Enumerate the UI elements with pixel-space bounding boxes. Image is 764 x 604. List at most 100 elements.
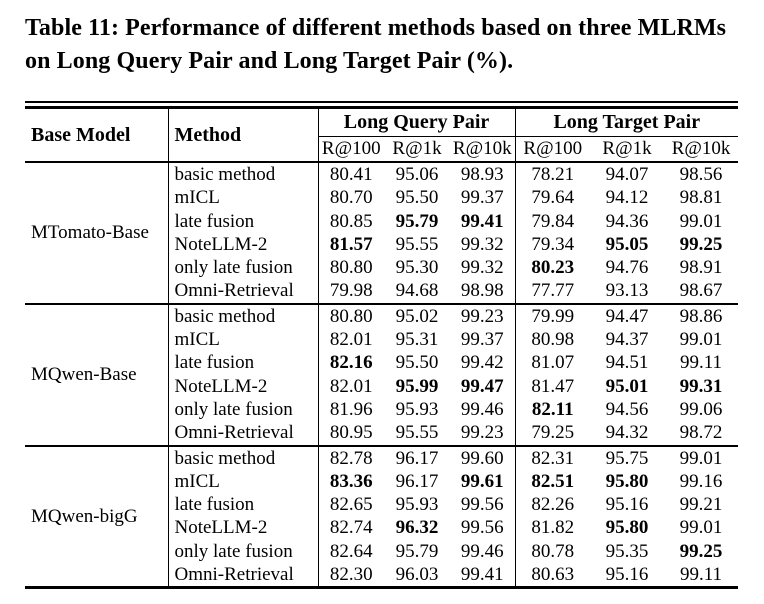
- value-cell: 79.64: [514, 186, 591, 210]
- value-cell: 99.46: [460, 398, 504, 420]
- value-cell: 95.06: [395, 164, 439, 185]
- table-row: MQwen-Base basic method 80.80 95.02 99.23 79.…: [25, 303, 738, 385]
- value-cell: 96.17: [395, 470, 439, 492]
- method-cell: late fusion: [167, 209, 318, 233]
- value-cell: 99.46: [460, 540, 504, 562]
- value-cell: 95.02: [395, 305, 439, 327]
- table-row: mICL 83.36 96.17 99.61 82.51 95.80 99.16: [25, 469, 738, 494]
- value-cell: 82.74: [317, 516, 384, 540]
- value-cell: 98.93: [460, 164, 504, 185]
- value-cell: 99.23: [460, 305, 504, 327]
- value-cell: 80.95: [317, 421, 384, 446]
- value-cell: 94.37: [605, 329, 649, 351]
- value-cell: 99.01: [679, 210, 723, 232]
- value-cell: 95.30: [395, 257, 439, 279]
- header-metric-r1k: R@1k: [590, 136, 665, 163]
- value-cell: 98.86: [679, 305, 723, 327]
- value-cell: 95.01: [605, 375, 649, 397]
- value-cell: 82.31: [514, 445, 591, 470]
- value-cell: 82.78: [317, 445, 384, 470]
- value-cell: 79.34: [514, 232, 591, 257]
- method-cell: late fusion: [167, 493, 318, 517]
- method-cell: basic method: [167, 303, 318, 329]
- value-cell: 94.47: [605, 305, 649, 327]
- table-row: only late fusion 81.96 95.93 99.46 82.11 94.5…: [25, 397, 738, 422]
- method-cell: mICL: [167, 469, 318, 494]
- value-cell: 79.99: [514, 303, 591, 329]
- value-cell: 95.35: [605, 540, 649, 562]
- value-cell: 95.79: [395, 210, 439, 232]
- value-cell: 82.30: [317, 563, 384, 588]
- value-cell: 99.31: [679, 375, 723, 397]
- value-cell: 79.84: [514, 209, 591, 233]
- table-header: Base Model Method Long Query Pair Long T…: [25, 107, 739, 163]
- method-cell: only late fusion: [167, 539, 318, 564]
- metric-header-row: R@100 R@1k R@10k R@100 R@1k R@10k: [25, 136, 739, 163]
- value-cell: 95.50: [395, 352, 439, 374]
- value-cell: 99.01: [679, 447, 723, 469]
- header-metric-r1k: R@1k: [384, 136, 450, 163]
- value-cell: 98.98: [460, 280, 504, 302]
- base-model-cell: MQwen-bigG: [31, 505, 138, 527]
- value-cell: 99.01: [679, 517, 723, 539]
- table-row: late fusion 80.85 95.79 99.41 79.84 94.36 99.0…: [25, 209, 738, 233]
- value-cell: 99.61: [460, 470, 504, 492]
- table-wrapper: Base Model Method Long Query Pair Long T…: [25, 101, 739, 590]
- value-cell: 96.17: [395, 447, 439, 469]
- table-row: mICL 82.01 95.31 99.37 80.98 94.37 99.01: [25, 328, 738, 352]
- value-cell: 80.80: [317, 303, 384, 329]
- header-group-long-query-pair: Long Query Pair: [317, 107, 516, 137]
- group-header-row: Base Model Method Long Query Pair Long T…: [25, 107, 739, 163]
- header-method: Method: [167, 107, 318, 163]
- value-cell: 99.06: [679, 398, 723, 420]
- value-cell: 81.82: [514, 516, 591, 540]
- value-cell: 83.36: [317, 469, 384, 494]
- method-cell: late fusion: [167, 351, 318, 375]
- value-cell: 80.63: [514, 563, 591, 588]
- value-cell: 95.80: [605, 517, 649, 539]
- method-cell: NoteLLM-2: [167, 374, 318, 398]
- value-cell: 81.47: [514, 374, 591, 398]
- table-row: NoteLLM-2 81.57 95.55 99.32 79.34 95.05 99.25: [25, 232, 738, 257]
- value-cell: 99.47: [460, 375, 504, 397]
- value-cell: 82.51: [514, 469, 591, 494]
- table-row: Omni-Retrieval 80.95 95.55 99.23 79.25 94.32 9…: [25, 421, 738, 446]
- value-cell: 82.01: [317, 374, 384, 398]
- value-cell: 95.79: [395, 540, 439, 562]
- value-cell: 78.21: [514, 162, 591, 187]
- header-metric-r10k: R@10k: [450, 136, 516, 163]
- method-cell: NoteLLM-2: [167, 516, 318, 540]
- value-cell: 99.25: [679, 233, 723, 255]
- table-row: MQwen-bigG basic method 82.78 96.17 99.60 82.…: [25, 445, 738, 527]
- value-cell: 81.07: [514, 351, 591, 375]
- method-cell: mICL: [167, 186, 318, 210]
- value-cell: 98.91: [679, 257, 723, 279]
- value-cell: 82.01: [317, 328, 384, 352]
- value-cell: 98.56: [679, 164, 723, 185]
- value-cell: 95.93: [395, 398, 439, 420]
- value-cell: 95.55: [395, 422, 439, 444]
- value-cell: 94.36: [605, 210, 649, 232]
- header-metric-r100: R@100: [514, 136, 591, 163]
- value-cell: 80.41: [317, 162, 384, 187]
- value-cell: 80.78: [514, 539, 591, 564]
- header-base-model: Base Model: [25, 107, 168, 163]
- value-cell: 80.85: [317, 209, 384, 233]
- value-cell: 80.23: [514, 256, 591, 280]
- model-block: MQwen-bigG basic method 82.78 96.17 99.60 82.…: [25, 445, 739, 588]
- table-row: late fusion 82.16 95.50 99.42 81.07 94.51 99.1…: [25, 351, 738, 375]
- value-cell: 99.41: [460, 210, 504, 232]
- value-cell: 82.11: [514, 397, 591, 422]
- value-cell: 79.25: [514, 421, 591, 446]
- table-row: mICL 80.70 95.50 99.37 79.64 94.12 98.81: [25, 186, 738, 210]
- value-cell: 94.32: [605, 422, 649, 444]
- table-row: NoteLLM-2 82.01 95.99 99.47 81.47 95.01 99.31: [25, 374, 738, 398]
- model-block: MTomato-Base basic method 80.41 95.06 98.93 7…: [25, 162, 738, 304]
- value-cell: 82.65: [317, 493, 384, 517]
- value-cell: 95.05: [605, 233, 649, 255]
- method-cell: Omni-Retrieval: [167, 421, 318, 446]
- value-cell: 99.11: [680, 352, 723, 374]
- table-caption: Table 11: Performance of different metho…: [25, 15, 727, 74]
- value-cell: 96.32: [395, 517, 439, 539]
